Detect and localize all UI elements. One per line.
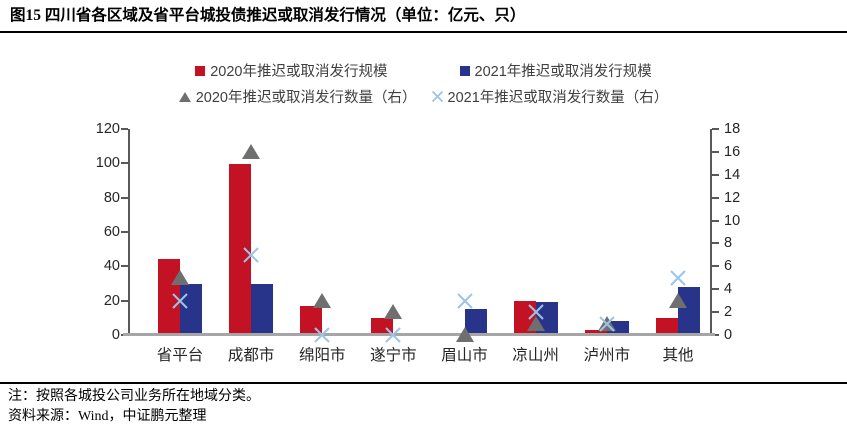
plot-area: 0 20 40 60 80 100 120 0 2 4 6 8 10 12 14 16 18 省平台 成都市 绵阳市 遂… bbox=[96, 121, 740, 364]
x-axis-category-label: 成都市 bbox=[227, 347, 275, 364]
y-axis-right-tick-label: 10 bbox=[724, 212, 741, 229]
y-axis-right-tick-label: 6 bbox=[724, 258, 733, 275]
marker-x-2021-count bbox=[384, 326, 402, 344]
figure-note: 注：按照各城投公司业务所在地域分类。 bbox=[8, 389, 260, 404]
y-axis-left-tick bbox=[121, 231, 128, 233]
legend-item-2021-count: 2021年推迟或取消发行数量（右） bbox=[431, 86, 669, 107]
bar-2020-scale bbox=[584, 329, 607, 335]
y-axis-left-tick-label: 60 bbox=[103, 224, 120, 240]
bar-2020-scale bbox=[655, 317, 678, 335]
y-axis-right-tick bbox=[712, 150, 719, 153]
y-axis-right-tick-label: 18 bbox=[724, 121, 741, 137]
legend-row-1: 2020年推迟或取消发行规模 2021年推迟或取消发行规模 bbox=[195, 60, 652, 81]
y-axis-left-tick-label: 40 bbox=[103, 258, 120, 275]
y-axis-left-line bbox=[128, 129, 130, 335]
figure-header: 图15 四川省各区域及省平台城投债推迟或取消发行情况（单位：亿元、只） bbox=[0, 0, 847, 33]
y-axis-right-tick bbox=[712, 128, 719, 130]
marker-x-2021-count bbox=[242, 246, 260, 264]
y-axis-left-tick bbox=[121, 299, 128, 302]
marker-triangle-2020-count bbox=[242, 143, 261, 159]
y-axis-right-tick-label: 12 bbox=[724, 189, 741, 206]
marker-triangle-2020-count bbox=[313, 292, 332, 308]
x-axis-category-label: 省平台 bbox=[156, 347, 204, 364]
y-axis-left-tick bbox=[121, 265, 128, 268]
marker-x-2021-count bbox=[669, 269, 687, 287]
y-axis-right-tick-label: 14 bbox=[724, 166, 741, 183]
x-axis-category-label: 遂宁市 bbox=[370, 347, 417, 364]
marker-triangle-2020-count bbox=[171, 269, 189, 285]
legend-item-2020-scale: 2020年推迟或取消发行规模 bbox=[195, 60, 388, 81]
y-axis-right-tick bbox=[712, 196, 719, 199]
marker-triangle-2020-count bbox=[526, 315, 545, 331]
y-axis-right-tick-label: 2 bbox=[724, 304, 733, 321]
figure-footer: 注：按照各城投公司业务所在地域分类。 资料来源：Wind，中证鹏元整理 bbox=[0, 382, 847, 427]
y-axis-right-line bbox=[710, 129, 712, 335]
bar-2021-scale bbox=[251, 283, 274, 335]
bar-2020-scale bbox=[300, 305, 323, 335]
marker-x-2021-count bbox=[456, 292, 474, 310]
y-axis-left-tick bbox=[121, 162, 128, 165]
y-axis-right-tick bbox=[712, 173, 719, 176]
y-axis-right-tick-label: 4 bbox=[724, 281, 733, 298]
y-axis-right-tick bbox=[712, 219, 719, 222]
x-axis-category-label: 眉山市 bbox=[441, 347, 488, 364]
legend-item-2020-count: 2020年推迟或取消发行数量（右） bbox=[178, 86, 417, 107]
legend-label: 2020年推迟或取消发行数量（右） bbox=[195, 90, 417, 106]
y-axis-right-tick-label: 0 bbox=[724, 327, 733, 343]
x-axis-category-label: 其他 bbox=[662, 347, 694, 364]
y-axis-right-tick bbox=[712, 334, 719, 336]
figure-source: 资料来源：Wind，中证鹏元整理 bbox=[8, 409, 207, 424]
legend-item-2021-scale: 2021年推迟或取消发行规模 bbox=[459, 60, 652, 81]
marker-triangle-2020-count bbox=[455, 327, 474, 342]
figure-title: 图15 四川省各区域及省平台城投债推迟或取消发行情况（单位：亿元、只） bbox=[10, 7, 526, 24]
y-axis-left-tick-label: 100 bbox=[95, 155, 120, 172]
legend-x-icon bbox=[431, 90, 443, 103]
y-axis-left-tick bbox=[121, 196, 128, 199]
y-axis-left-tick-label: 0 bbox=[111, 327, 120, 343]
chart-legend: 2020年推迟或取消发行规模 2021年推迟或取消发行规模 2020年推迟或取消… bbox=[0, 60, 847, 107]
y-axis-right-tick bbox=[712, 265, 719, 268]
legend-square-icon bbox=[195, 65, 206, 76]
marker-x-2021-count bbox=[598, 315, 616, 333]
y-axis-right-tick bbox=[712, 311, 719, 314]
x-axis-category-label: 绵阳市 bbox=[299, 347, 346, 364]
marker-x-2021-count bbox=[527, 303, 545, 321]
legend-label: 2021年推迟或取消发行规模 bbox=[474, 64, 652, 80]
legend-triangle-icon bbox=[178, 91, 191, 102]
marker-x-2021-count bbox=[171, 292, 189, 310]
x-axis-category-label: 凉山州 bbox=[512, 347, 559, 364]
legend-label: 2020年推迟或取消发行规模 bbox=[210, 64, 388, 80]
x-axis-baseline bbox=[123, 333, 715, 336]
y-axis-right-tick bbox=[712, 242, 719, 245]
y-axis-left-tick bbox=[121, 128, 128, 130]
y-axis-left-tick-label: 80 bbox=[103, 189, 120, 206]
bar-2020-scale bbox=[229, 164, 252, 335]
y-axis-left-tick-label: 120 bbox=[95, 121, 120, 137]
y-axis-right-tick bbox=[712, 288, 719, 291]
legend-row-2: 2020年推迟或取消发行数量（右） 2021年推迟或取消发行数量（右） bbox=[178, 86, 669, 107]
legend-label: 2021年推迟或取消发行数量（右） bbox=[447, 90, 669, 106]
y-axis-left-tick-label: 20 bbox=[103, 292, 120, 309]
marker-triangle-2020-count bbox=[384, 304, 403, 320]
y-axis-right-tick-label: 8 bbox=[724, 235, 733, 252]
x-axis-category-label: 泸州市 bbox=[583, 347, 631, 364]
marker-x-2021-count bbox=[313, 326, 331, 344]
marker-triangle-2020-count bbox=[668, 292, 687, 308]
legend-square-icon bbox=[459, 65, 470, 76]
y-axis-right-tick-label: 16 bbox=[724, 143, 741, 160]
